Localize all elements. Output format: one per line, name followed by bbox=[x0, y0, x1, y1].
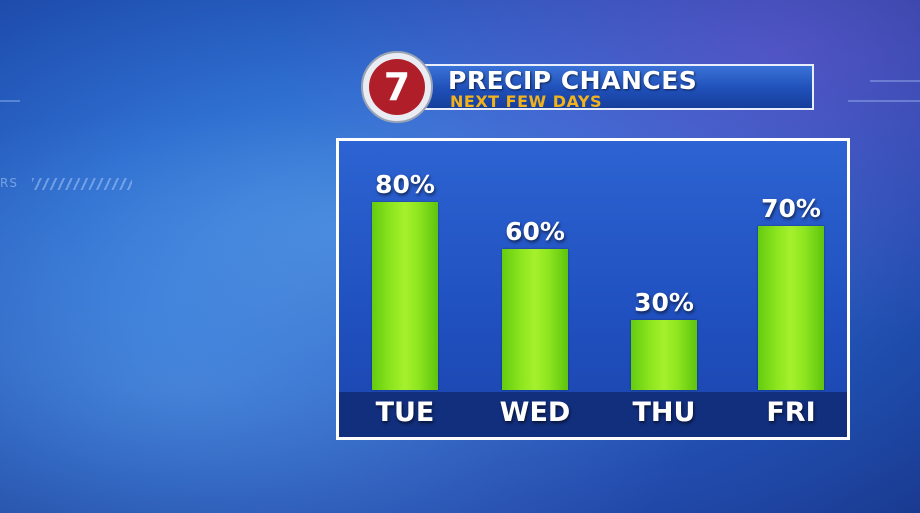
decor-line bbox=[848, 100, 920, 102]
value-label-thu: 30% bbox=[634, 287, 694, 317]
value-label-tue: 80% bbox=[375, 170, 435, 199]
chart-title: PRECIP CHANCES bbox=[448, 66, 698, 95]
bar-tue bbox=[372, 202, 438, 390]
bar-fri bbox=[758, 225, 824, 390]
title-bar bbox=[420, 64, 814, 110]
logo-text: 7 bbox=[384, 65, 410, 109]
decor-line bbox=[0, 100, 20, 102]
station-logo-icon: 7 bbox=[361, 51, 433, 123]
chart-subtitle: NEXT FEW DAYS bbox=[450, 92, 602, 111]
value-label-fri: 70% bbox=[761, 193, 821, 223]
decor-text: RS bbox=[0, 176, 18, 190]
bar-thu bbox=[631, 319, 697, 390]
day-label-band bbox=[339, 392, 847, 437]
decor-line bbox=[870, 80, 920, 82]
day-label-fri: FRI bbox=[766, 397, 816, 428]
bar-wed bbox=[502, 249, 568, 390]
decor-hatch bbox=[32, 178, 132, 190]
day-label-tue: TUE bbox=[375, 397, 435, 428]
value-label-wed: 60% bbox=[505, 217, 565, 246]
day-label-thu: THU bbox=[632, 397, 696, 428]
day-label-wed: WED bbox=[499, 397, 571, 428]
